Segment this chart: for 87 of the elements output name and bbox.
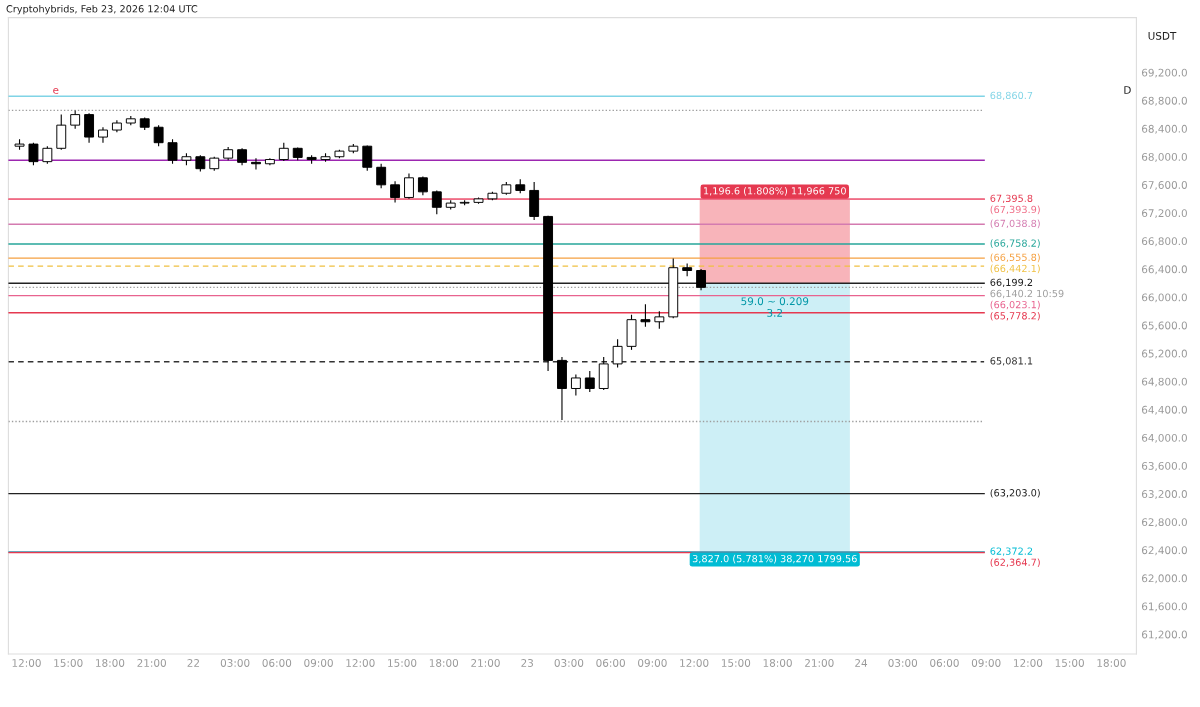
candlestick — [431, 189, 442, 215]
y-tick-label: 68,800.0 — [1141, 96, 1187, 106]
x-tick-label: 09:00 — [304, 659, 333, 667]
candlestick — [404, 173, 414, 200]
x-tick-label: 22 — [187, 659, 199, 667]
y-tick-label: 66,000.0 — [1141, 293, 1187, 303]
y-tick-label: 64,000.0 — [1141, 433, 1187, 443]
y-tick-label: 65,200.0 — [1141, 349, 1187, 359]
data-label: 1,196.6 (1.808%) 11,966 750 — [704, 186, 846, 196]
x-tick-label: 12:00 — [12, 659, 41, 667]
y-tick-label: 61,200.0 — [1141, 630, 1187, 640]
y-tick-label: 64,800.0 — [1141, 377, 1187, 387]
x-tick-label: 03:00 — [220, 659, 250, 667]
candlestick — [696, 268, 707, 291]
x-tick-label: 12:00 — [346, 659, 375, 667]
y-tick-label: 66,400.0 — [1141, 265, 1187, 275]
y-tick-label: 68,000.0 — [1141, 152, 1187, 162]
x-tick-label: 06:00 — [262, 659, 292, 667]
y-tick-label: 63,200.0 — [1141, 490, 1187, 500]
candlestick — [278, 142, 289, 162]
y-tick-label: 62,000.0 — [1141, 574, 1187, 584]
x-tick-label: 06:00 — [596, 659, 625, 667]
candlestick — [84, 112, 95, 144]
y-tick-label: 65,600.0 — [1141, 321, 1187, 331]
y-tick-label: 64,400.0 — [1141, 405, 1187, 415]
chart-title: Cryptohybrids, Feb 23, 2026 12:04 UTC — [6, 4, 198, 15]
ref-line-label: (66,442.1) — [990, 264, 1040, 274]
ref-line-label: (66,758.2) — [990, 239, 1040, 248]
candlestick — [612, 338, 623, 368]
y-tick-label: 69,200.0 — [1141, 68, 1187, 78]
candlestick — [570, 373, 581, 397]
candlestick — [584, 370, 595, 393]
candlestick — [167, 138, 178, 165]
ref-line-label: (66,555.8) — [990, 253, 1040, 263]
ref-line-label: (66,023.1) — [990, 300, 1040, 310]
x-tick-label: 15:00 — [1055, 659, 1084, 667]
ref-line-label: 62,372.2 — [990, 547, 1033, 556]
x-tick-label: 15:00 — [388, 659, 417, 667]
ref-line-label: 65,081.1 — [990, 357, 1033, 366]
y-tick-label: 62,400.0 — [1141, 546, 1187, 556]
x-tick-label: 21:00 — [471, 659, 500, 667]
x-tick-label: 24 — [855, 659, 868, 667]
y-tick-label: 62,800.0 — [1141, 518, 1187, 528]
ref-line-label: (63,203.0) — [990, 488, 1040, 498]
candlestick — [153, 124, 164, 147]
annotation: D — [1124, 86, 1131, 94]
x-tick-label: 09:00 — [638, 659, 667, 667]
x-tick-label: 21:00 — [805, 659, 834, 667]
x-tick-label: 03:00 — [554, 659, 584, 667]
ref-line-label: 66,140.2 10:59 — [990, 289, 1064, 299]
candlestick — [56, 114, 67, 151]
ref-line-label: 68,860.7 — [990, 91, 1033, 101]
y-tick-label: 63,600.0 — [1141, 461, 1187, 471]
x-tick-label: 09:00 — [971, 659, 1001, 667]
candlestick — [376, 163, 387, 189]
x-tick-label: 06:00 — [930, 659, 959, 667]
candlestick — [640, 303, 651, 328]
data-label: 3,827.0 (5.781%) 38,270 1799.56 — [692, 554, 857, 564]
y-axis-title: USDT — [1148, 31, 1177, 40]
x-tick-label: 03:00 — [888, 659, 918, 667]
x-tick-label: 18:00 — [1097, 659, 1126, 667]
ref-line-label: 67,395.8 — [990, 194, 1033, 203]
candlestick — [362, 144, 373, 172]
candlestick — [390, 180, 401, 203]
ref-line-label: (62,364.7) — [990, 558, 1040, 568]
x-tick-label: 23 — [521, 659, 533, 667]
x-tick-label: 18:00 — [96, 659, 125, 667]
ref-line-label: (67,038.8) — [990, 219, 1040, 229]
ref-line-label: (65,778.2) — [990, 311, 1040, 321]
x-tick-label: 15:00 — [54, 659, 83, 667]
ref-line-label: (67,393.9) — [990, 205, 1040, 215]
x-tick-label: 15:00 — [721, 659, 751, 667]
candlestick — [417, 175, 428, 196]
x-tick-label: 18:00 — [763, 659, 792, 667]
annotation: e — [53, 87, 59, 94]
x-tick-label: 21:00 — [137, 659, 166, 667]
y-tick-label: 61,600.0 — [1141, 602, 1187, 612]
y-tick-label: 68,400.0 — [1141, 124, 1187, 134]
candlestick — [682, 262, 693, 277]
x-tick-label: 12:00 — [680, 659, 709, 667]
x-tick-label: 12:00 — [1014, 659, 1043, 667]
y-tick-label: 67,200.0 — [1141, 209, 1187, 219]
y-tick-label: 66,800.0 — [1141, 237, 1187, 247]
candlestick — [70, 109, 81, 130]
y-tick-label: 67,600.0 — [1141, 181, 1187, 190]
ref-line-label: 66,199.2 — [990, 278, 1033, 288]
x-tick-label: 18:00 — [429, 659, 459, 667]
